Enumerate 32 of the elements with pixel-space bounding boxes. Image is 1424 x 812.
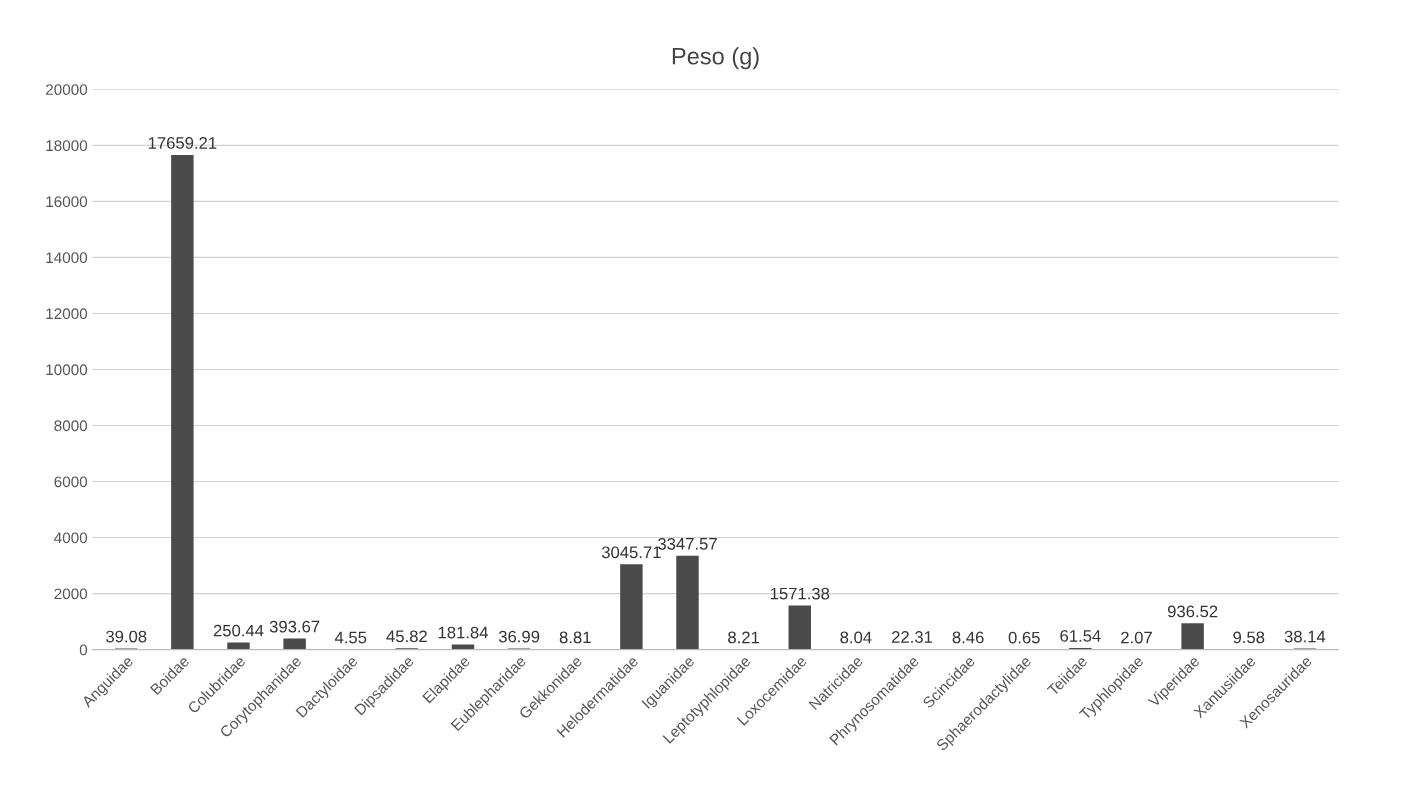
y-tick-label: 10000 [46,364,88,376]
data-label: 61.54 [1060,630,1101,642]
data-label: 2.07 [1121,631,1152,644]
data-label: 181.84 [438,626,488,639]
y-tick-label: 18000 [46,140,88,152]
chart-title: Peso (g) [672,47,759,70]
y-tick-label: 8000 [54,420,88,432]
data-label: 0.65 [1008,631,1040,644]
y-tick-label: 2000 [54,588,88,600]
data-label: 250.44 [213,624,264,637]
y-tick-label: 14000 [46,252,88,264]
data-label: 393.67 [269,620,320,633]
data-label: 39.08 [106,630,147,643]
data-label: 8.21 [728,631,760,644]
y-tick-label: 16000 [46,196,88,208]
y-tick-label: 12000 [46,308,88,320]
data-label: 9.58 [1233,631,1265,644]
data-label: 936.52 [1167,605,1218,618]
data-label: 8.46 [952,631,984,644]
y-tick-label: 6000 [54,476,88,488]
data-label: 17659.21 [148,137,217,149]
data-label: 38.14 [1284,630,1326,643]
data-label: 36.99 [498,630,540,643]
data-label: 8.04 [840,631,872,644]
data-label: 1571.38 [770,587,830,600]
data-label: 22.31 [891,631,933,643]
y-tick-label: 4000 [54,532,88,544]
data-label: 4.55 [334,631,367,644]
y-tick-label: 20000 [45,84,88,96]
y-tick-label: 0 [79,644,88,656]
data-label: 8.81 [559,631,591,644]
data-label: 45.82 [386,630,427,643]
